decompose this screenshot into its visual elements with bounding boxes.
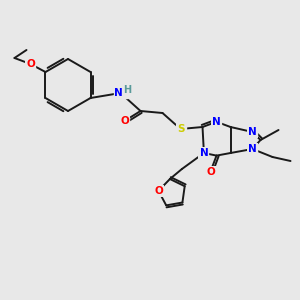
Bar [26, 60, 35, 68]
Text: S: S [177, 124, 184, 134]
Bar [248, 145, 257, 153]
Bar [120, 117, 129, 125]
Bar [154, 187, 163, 195]
Text: N: N [248, 144, 257, 154]
Text: H: H [124, 85, 132, 95]
Bar [206, 168, 215, 176]
Text: O: O [26, 59, 35, 69]
Bar [176, 124, 185, 134]
Text: O: O [120, 116, 129, 126]
Bar [212, 118, 221, 126]
Bar [113, 88, 128, 98]
Text: N: N [200, 148, 208, 158]
Text: O: O [154, 186, 163, 196]
Text: N: N [114, 88, 123, 98]
Bar [248, 128, 257, 136]
Text: O: O [206, 167, 215, 177]
Text: N: N [248, 127, 257, 137]
Text: N: N [212, 117, 221, 127]
Bar [200, 149, 208, 157]
